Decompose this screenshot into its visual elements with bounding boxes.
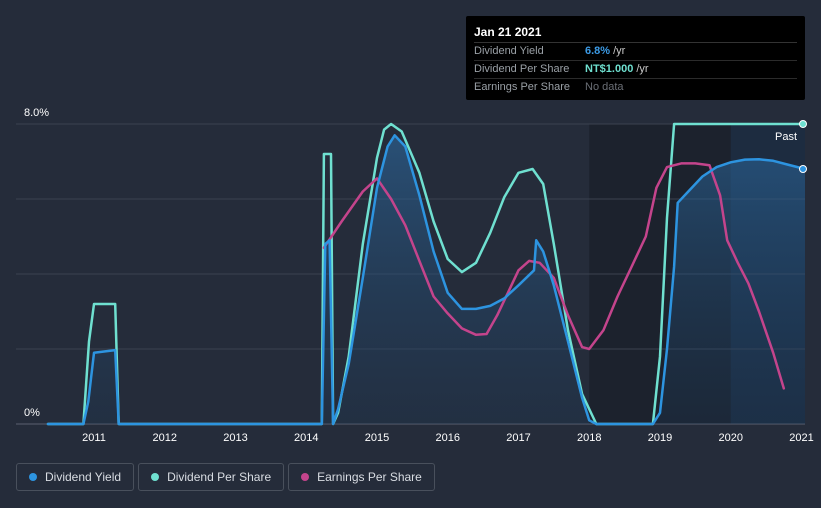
- x-tick-label: 2017: [506, 432, 530, 444]
- legend-label: Dividend Per Share: [167, 470, 272, 484]
- series-line-earnings-per-share: [322, 162, 786, 390]
- x-tick-label: 2014: [294, 432, 318, 444]
- tooltip-date: Jan 21 2021: [474, 24, 797, 43]
- legend-item-dividend-yield[interactable]: Dividend Yield: [16, 463, 135, 491]
- y-axis-min-label: 0%: [24, 407, 40, 419]
- legend-label: Earnings Per Share: [317, 470, 422, 484]
- dividend-per-share-marker: [799, 120, 807, 128]
- x-tick-label: 2019: [648, 432, 672, 444]
- tooltip-value: 6.8%: [585, 45, 611, 57]
- x-tick-label: 2012: [152, 432, 176, 444]
- tooltip-row-dividend-per-share: Dividend Per Share NT$1.000 /yr: [474, 61, 797, 79]
- legend-label: Dividend Yield: [45, 470, 122, 484]
- x-tick-label: 2013: [223, 432, 247, 444]
- legend: Dividend Yield Dividend Per Share Earnin…: [16, 463, 435, 491]
- x-tick-label: 2016: [435, 432, 459, 444]
- past-label: Past: [775, 131, 797, 143]
- x-tick-label: 2015: [365, 432, 389, 444]
- x-tick-label: 2020: [718, 432, 742, 444]
- dividend-yield-marker: [799, 165, 807, 173]
- tooltip-row-earnings-per-share: Earnings Per Share No data: [474, 79, 797, 96]
- tooltip-label: Dividend Per Share: [474, 63, 570, 75]
- tooltip: Jan 21 2021 Dividend Yield 6.8% /yr Divi…: [466, 16, 805, 100]
- tooltip-unit: /yr: [636, 63, 649, 75]
- y-axis-max-label: 8.0%: [24, 107, 49, 119]
- tooltip-unit: /yr: [613, 45, 626, 57]
- tooltip-label: Dividend Yield: [474, 45, 544, 57]
- legend-item-earnings-per-share[interactable]: Earnings Per Share: [288, 463, 435, 491]
- x-tick-label: 2018: [577, 432, 601, 444]
- tooltip-row-dividend-yield: Dividend Yield 6.8% /yr: [474, 43, 797, 61]
- tooltip-label: Earnings Per Share: [474, 81, 570, 93]
- legend-dot-icon: [29, 473, 37, 481]
- x-tick-label: 2021: [789, 432, 813, 444]
- series-line-dividend-yield: [46, 134, 807, 426]
- legend-dot-icon: [301, 473, 310, 481]
- x-tick-label: 2011: [82, 432, 106, 444]
- legend-dot-icon: [151, 473, 160, 481]
- tooltip-value: No data: [585, 81, 624, 93]
- tooltip-value: NT$1.000: [585, 63, 634, 75]
- legend-item-dividend-per-share[interactable]: Dividend Per Share: [138, 463, 285, 491]
